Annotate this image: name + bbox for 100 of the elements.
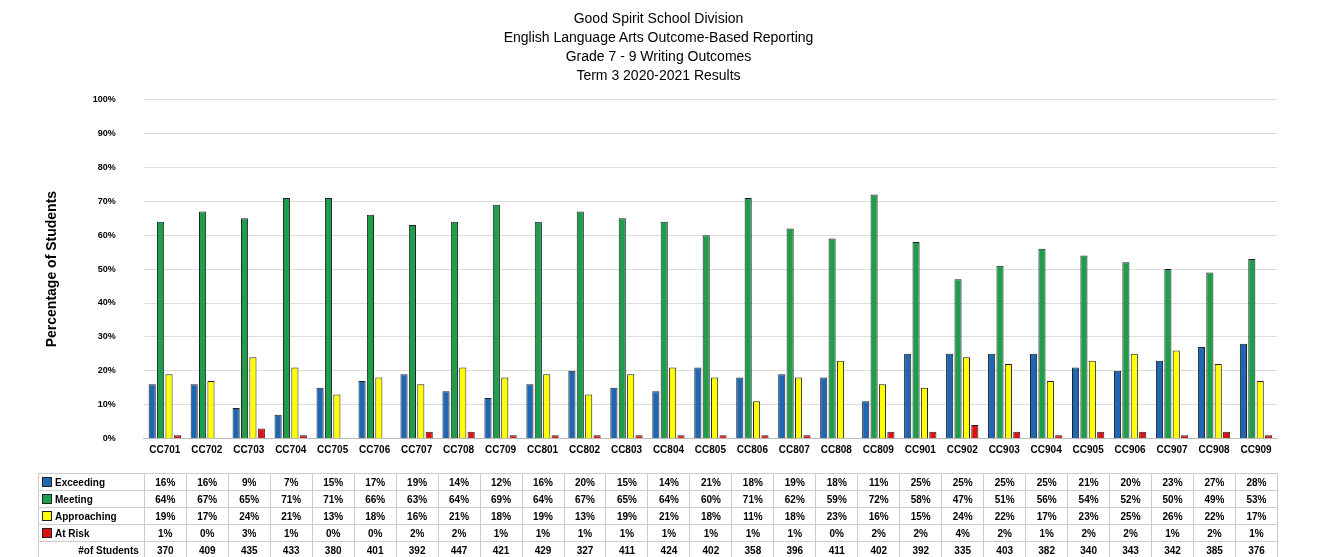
text: 370 — [144, 541, 187, 557]
data-label: 21% — [647, 507, 690, 525]
data-label: 16% — [144, 473, 187, 491]
text: 402 — [857, 541, 900, 557]
data-label: 19% — [773, 473, 816, 491]
text: 424 — [647, 541, 690, 557]
data-label: 64% — [522, 490, 564, 508]
data-label: 64% — [438, 490, 481, 508]
data-label: 18% — [354, 507, 397, 525]
text: 392 — [396, 541, 439, 557]
data-label: 0% — [354, 524, 397, 542]
data-label: 22% — [1193, 507, 1236, 525]
data-label: 21% — [438, 507, 481, 525]
text: 327 — [564, 541, 606, 557]
text: 435 — [228, 541, 271, 557]
data-label: 28% — [1235, 473, 1278, 491]
data-label: 25% — [983, 473, 1026, 491]
data-label: 17% — [1025, 507, 1068, 525]
data-label: 47% — [941, 490, 984, 508]
data-label: 69% — [480, 490, 523, 508]
data-label: 1% — [1151, 524, 1194, 542]
y-tick-label: 50% — [97, 263, 116, 274]
text: 429 — [522, 541, 564, 557]
data-label: 1% — [270, 524, 313, 542]
data-label: 9% — [228, 473, 271, 491]
data-label: 17% — [186, 507, 229, 525]
data-label: 22% — [983, 507, 1026, 525]
text: 421 — [480, 541, 523, 557]
data-label: 27% — [1193, 473, 1236, 491]
data-label: 1% — [1235, 524, 1278, 542]
y-tick-label: 10% — [97, 399, 116, 410]
x-tick-label: CC705 — [317, 444, 349, 456]
data-label: 4% — [941, 524, 984, 542]
data-label: 19% — [605, 507, 648, 525]
data-label: 19% — [396, 473, 439, 491]
data-label: 18% — [480, 507, 523, 525]
data-label: 1% — [731, 524, 774, 542]
text: 411 — [815, 541, 858, 557]
data-label: 0% — [312, 524, 355, 542]
text: 376 — [1235, 541, 1278, 557]
data-label: 15% — [312, 473, 355, 491]
data-label: 2% — [1193, 524, 1236, 542]
text: 343 — [1109, 541, 1152, 557]
text: 340 — [1067, 541, 1110, 557]
data-label: 0% — [815, 524, 858, 542]
data-label: 20% — [564, 473, 606, 491]
data-label: 14% — [438, 473, 481, 491]
data-label: 63% — [396, 490, 439, 508]
x-tick-label: CC706 — [359, 444, 391, 456]
data-label: 51% — [983, 490, 1026, 508]
x-tick-label: CC908 — [1198, 444, 1231, 456]
data-label: 19% — [522, 507, 564, 525]
x-tick-label: CC807 — [778, 444, 811, 456]
data-label: 2% — [438, 524, 481, 542]
data-label: 21% — [270, 507, 313, 525]
x-tick-label: CC702 — [191, 444, 223, 456]
data-label: 18% — [815, 473, 858, 491]
data-label: 60% — [689, 490, 732, 508]
data-label: 16% — [857, 507, 900, 525]
data-label: 18% — [731, 473, 774, 491]
data-label: 65% — [605, 490, 648, 508]
data-label: 52% — [1109, 490, 1152, 508]
data-label: 1% — [144, 524, 187, 542]
data-label: 16% — [522, 473, 564, 491]
data-label: 20% — [1109, 473, 1152, 491]
data-label: 12% — [480, 473, 523, 491]
data-label: 49% — [1193, 490, 1236, 508]
data-label: 1% — [564, 524, 606, 542]
data-label: 58% — [899, 490, 942, 508]
data-label: 25% — [899, 473, 942, 491]
data-label: 71% — [270, 490, 313, 508]
data-label: 67% — [564, 490, 606, 508]
text: 447 — [438, 541, 481, 557]
x-tick-label: CC907 — [1156, 444, 1189, 456]
data-label: 25% — [1109, 507, 1152, 525]
data-label: 1% — [480, 524, 523, 542]
x-tick-label: CC703 — [233, 444, 265, 456]
data-label: 1% — [773, 524, 816, 542]
data-label: 15% — [899, 507, 942, 525]
data-label: 1% — [689, 524, 732, 542]
x-tick-label: CC804 — [652, 444, 685, 456]
data-label: 2% — [983, 524, 1026, 542]
data-label: 14% — [647, 473, 690, 491]
data-label: 7% — [270, 473, 313, 491]
text: 358 — [731, 541, 774, 557]
data-label: 13% — [564, 507, 606, 525]
data-label: 17% — [354, 473, 397, 491]
text: 382 — [1025, 541, 1068, 557]
data-label: 71% — [312, 490, 355, 508]
chart-title: Good Spirit School Division — [573, 10, 744, 27]
data-label: 2% — [396, 524, 439, 542]
x-tick-label: CC903 — [988, 444, 1021, 456]
y-tick-label: 30% — [97, 331, 116, 342]
data-label: 1% — [522, 524, 564, 542]
data-label: 18% — [773, 507, 816, 525]
data-label: 54% — [1067, 490, 1110, 508]
y-axis-title: Percentage of Students — [43, 190, 60, 348]
y-tick-label: 40% — [97, 297, 116, 308]
data-label: 2% — [899, 524, 942, 542]
text: 380 — [312, 541, 355, 557]
